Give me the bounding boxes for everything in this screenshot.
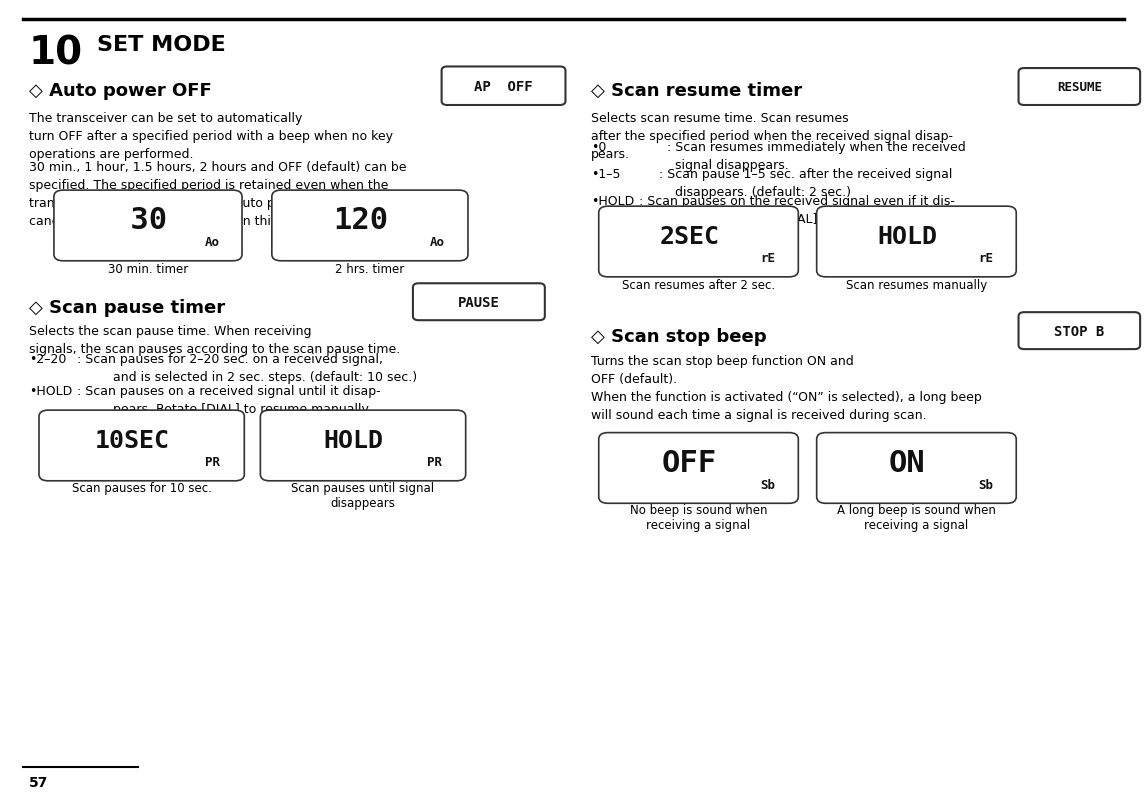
Text: 2 hrs. timer: 2 hrs. timer (335, 262, 405, 275)
FancyBboxPatch shape (413, 284, 545, 321)
Text: •0: •0 (591, 141, 606, 154)
Text: ◇ Scan pause timer: ◇ Scan pause timer (29, 298, 225, 316)
Text: Sb: Sb (760, 478, 775, 491)
Text: PR: PR (205, 456, 220, 468)
Text: Scan pauses until signal
disappears: Scan pauses until signal disappears (291, 481, 435, 509)
Text: ◇ Scan stop beep: ◇ Scan stop beep (591, 327, 766, 345)
Text: : Scan pause 1–5 sec. after the received signal
         disappears. (default: 2: : Scan pause 1–5 sec. after the received… (639, 168, 952, 199)
FancyBboxPatch shape (260, 411, 466, 481)
Text: 30 min. timer: 30 min. timer (108, 262, 188, 275)
Text: : Scan pauses on the received signal even if it dis-
         appears. Rotate [D: : Scan pauses on the received signal eve… (639, 195, 954, 226)
Text: OFF: OFF (662, 448, 717, 477)
FancyBboxPatch shape (817, 433, 1016, 504)
Text: ◇ Auto power OFF: ◇ Auto power OFF (29, 82, 211, 99)
FancyBboxPatch shape (817, 207, 1016, 277)
Text: Scan resumes manually: Scan resumes manually (845, 278, 988, 291)
FancyBboxPatch shape (54, 191, 242, 261)
Text: •HOLD: •HOLD (591, 195, 634, 208)
Text: A long beep is sound when
receiving a signal: A long beep is sound when receiving a si… (837, 504, 996, 532)
Text: The transceiver can be set to automatically
turn OFF after a specified period wi: The transceiver can be set to automatica… (29, 112, 392, 161)
Text: 10SEC: 10SEC (95, 428, 170, 452)
Text: 10: 10 (29, 34, 83, 72)
Text: Ao: Ao (430, 236, 445, 249)
Text: HOLD: HOLD (877, 225, 937, 249)
FancyBboxPatch shape (442, 67, 565, 106)
Text: : Scan pauses for 2–20 sec. on a received signal,
         and is selected in 2 : : Scan pauses for 2–20 sec. on a receive… (77, 352, 418, 383)
Text: 30 min., 1 hour, 1.5 hours, 2 hours and OFF (default) can be
specified. The spec: 30 min., 1 hour, 1.5 hours, 2 hours and … (29, 160, 409, 227)
FancyBboxPatch shape (599, 207, 798, 277)
Text: PAUSE: PAUSE (458, 295, 500, 310)
Text: Sb: Sb (978, 478, 993, 491)
FancyBboxPatch shape (1019, 313, 1140, 350)
Text: Scan pauses for 10 sec.: Scan pauses for 10 sec. (72, 481, 211, 494)
Text: No beep is sound when
receiving a signal: No beep is sound when receiving a signal (630, 504, 767, 532)
FancyBboxPatch shape (272, 191, 468, 261)
Text: Selects scan resume time. Scan resumes
after the specified period when the recei: Selects scan resume time. Scan resumes a… (591, 112, 953, 161)
Text: Selects the scan pause time. When receiving
signals, the scan pauses according t: Selects the scan pause time. When receiv… (29, 325, 400, 356)
Text: Scan resumes after 2 sec.: Scan resumes after 2 sec. (622, 278, 775, 291)
Text: rE: rE (760, 252, 775, 265)
Text: 120: 120 (334, 206, 389, 235)
Text: •1–5: •1–5 (591, 168, 621, 180)
FancyBboxPatch shape (39, 411, 244, 481)
Text: : Scan resumes immediately when the received
         signal disappears.: : Scan resumes immediately when the rece… (639, 141, 966, 172)
Text: Turns the scan stop beep function ON and
OFF (default).
When the function is act: Turns the scan stop beep function ON and… (591, 354, 982, 421)
Text: HOLD: HOLD (323, 428, 384, 452)
Text: ON: ON (889, 448, 926, 477)
Text: STOP B: STOP B (1054, 324, 1105, 338)
Text: AP  OFF: AP OFF (474, 79, 533, 94)
Text: 30: 30 (112, 206, 167, 235)
Text: Ao: Ao (205, 236, 220, 249)
Text: •2–20: •2–20 (29, 352, 67, 365)
Text: 2SEC: 2SEC (660, 225, 719, 249)
Text: RESUME: RESUME (1056, 81, 1102, 94)
Text: ◇ Scan resume timer: ◇ Scan resume timer (591, 82, 802, 99)
Text: rE: rE (978, 252, 993, 265)
Text: PR: PR (427, 456, 442, 468)
Text: SET MODE: SET MODE (97, 34, 226, 55)
Text: •HOLD: •HOLD (29, 384, 72, 397)
FancyBboxPatch shape (1019, 69, 1140, 106)
Text: : Scan pauses on a received signal until it disap-
         pears. Rotate [DIAL]: : Scan pauses on a received signal until… (77, 384, 381, 415)
Text: 57: 57 (29, 775, 48, 788)
FancyBboxPatch shape (599, 433, 798, 504)
